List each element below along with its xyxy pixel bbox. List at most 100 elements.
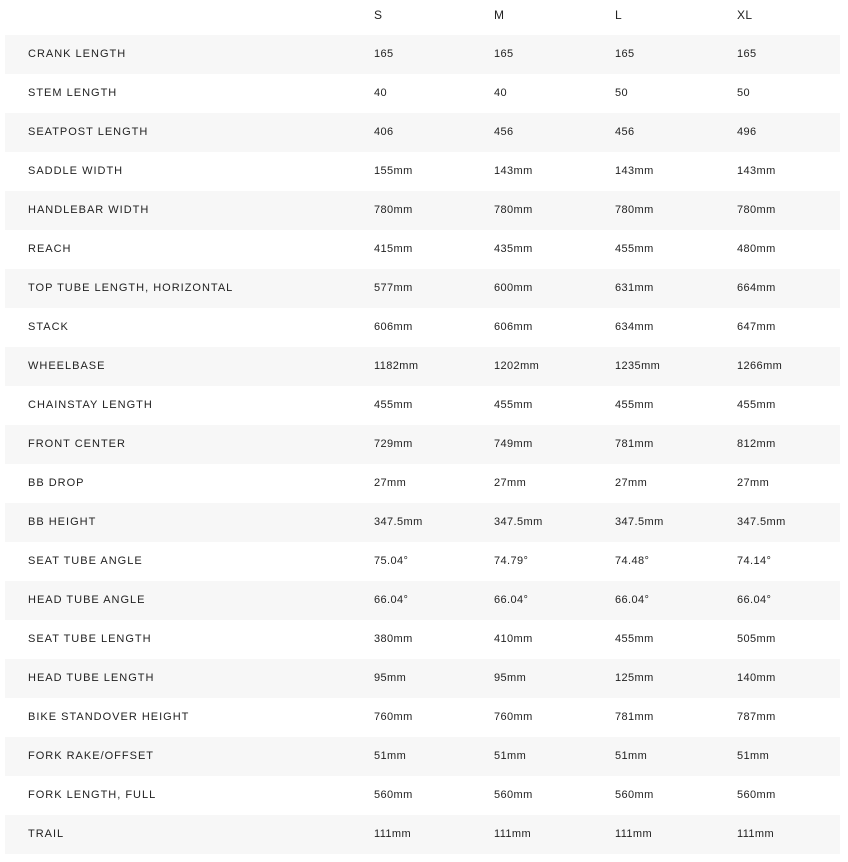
value-cell-s: 415mm (374, 243, 413, 255)
value-cell-l: 631mm (615, 282, 654, 294)
value-cell-l: 50 (615, 87, 629, 99)
row-label: FORK LENGTH, FULL (28, 789, 157, 801)
value-cell-m: 74.79° (494, 555, 529, 567)
value-cell-m: 455mm (494, 399, 533, 411)
value-cell-xl: 111mm (737, 828, 775, 840)
value-cell-xl: 455mm (737, 399, 776, 411)
value-cell-l: 781mm (615, 438, 654, 450)
value-cell-l: 634mm (615, 321, 654, 333)
value-cell-s: 729mm (374, 438, 413, 450)
value-cell-s: 577mm (374, 282, 413, 294)
value-cell-xl: 66.04° (737, 594, 772, 606)
value-cell-m: 410mm (494, 633, 533, 645)
value-cell-l: 560mm (615, 789, 654, 801)
value-cell-xl: 143mm (737, 165, 776, 177)
row-label: CHAINSTAY LENGTH (28, 399, 153, 411)
row-label: FRONT CENTER (28, 438, 126, 450)
row-label: WHEELBASE (28, 360, 106, 372)
row-label: HANDLEBAR WIDTH (28, 204, 150, 216)
value-cell-xl: 27mm (737, 477, 770, 489)
table-row: FORK RAKE/OFFSET 51mm 51mm 51mm 51mm (5, 737, 840, 776)
value-cell-m: 111mm (494, 828, 532, 840)
value-cell-l: 66.04° (615, 594, 650, 606)
value-cell-l: 165 (615, 48, 635, 60)
value-cell-xl: 505mm (737, 633, 776, 645)
value-cell-xl: 1266mm (737, 360, 783, 372)
table-row: SADDLE WIDTH 155mm 143mm 143mm 143mm (5, 152, 840, 191)
row-label: STACK (28, 321, 69, 333)
value-cell-l: 111mm (615, 828, 653, 840)
value-cell-m: 456 (494, 126, 514, 138)
value-cell-s: 760mm (374, 711, 413, 723)
value-cell-l: 125mm (615, 672, 654, 684)
table-row: WHEELBASE 1182mm 1202mm 1235mm 1266mm (5, 347, 840, 386)
row-label: SADDLE WIDTH (28, 165, 124, 177)
value-cell-l: 347.5mm (615, 516, 664, 528)
value-cell-xl: 560mm (737, 789, 776, 801)
table-row: BB HEIGHT 347.5mm 347.5mm 347.5mm 347.5mm (5, 503, 840, 542)
table-row: CHAINSTAY LENGTH 455mm 455mm 455mm 455mm (5, 386, 840, 425)
geometry-table: S M L XL CRANK LENGTH 165 165 165 165 STEM LE… (5, 0, 840, 854)
value-cell-xl: 74.14° (737, 555, 772, 567)
value-cell-l: 780mm (615, 204, 654, 216)
size-header-l: L (615, 8, 623, 22)
value-cell-xl: 664mm (737, 282, 776, 294)
value-cell-s: 111mm (374, 828, 412, 840)
value-cell-m: 95mm (494, 672, 527, 684)
value-cell-s: 1182mm (374, 360, 419, 372)
value-cell-l: 1235mm (615, 360, 661, 372)
table-row: TOP TUBE LENGTH, HORIZONTAL 577mm 600mm 631… (5, 269, 840, 308)
value-cell-l: 51mm (615, 750, 648, 762)
value-cell-s: 75.04° (374, 555, 409, 567)
value-cell-m: 749mm (494, 438, 533, 450)
value-cell-s: 27mm (374, 477, 407, 489)
value-cell-s: 66.04° (374, 594, 409, 606)
value-cell-s: 165 (374, 48, 394, 60)
value-cell-s: 455mm (374, 399, 413, 411)
value-cell-xl: 787mm (737, 711, 776, 723)
value-cell-s: 155mm (374, 165, 413, 177)
value-cell-m: 27mm (494, 477, 527, 489)
value-cell-l: 455mm (615, 243, 654, 255)
value-cell-xl: 647mm (737, 321, 776, 333)
row-label: BB DROP (28, 477, 85, 489)
value-cell-s: 406 (374, 126, 394, 138)
value-cell-s: 606mm (374, 321, 413, 333)
value-cell-s: 780mm (374, 204, 413, 216)
value-cell-xl: 780mm (737, 204, 776, 216)
value-cell-l: 455mm (615, 399, 654, 411)
value-cell-s: 40 (374, 87, 388, 99)
table-row: SEAT TUBE ANGLE 75.04° 74.79° 74.48° 74.14° (5, 542, 840, 581)
size-header-row: S M L XL (5, 0, 840, 35)
value-cell-m: 143mm (494, 165, 533, 177)
value-cell-xl: 496 (737, 126, 757, 138)
row-label: REACH (28, 243, 72, 255)
value-cell-s: 380mm (374, 633, 413, 645)
table-row: CRANK LENGTH 165 165 165 165 (5, 35, 840, 74)
value-cell-xl: 347.5mm (737, 516, 786, 528)
row-label: TRAIL (28, 828, 65, 840)
value-cell-m: 760mm (494, 711, 533, 723)
row-label: SEAT TUBE ANGLE (28, 555, 143, 567)
row-label: CRANK LENGTH (28, 48, 127, 60)
row-label: TOP TUBE LENGTH, HORIZONTAL (28, 282, 234, 294)
row-label: FORK RAKE/OFFSET (28, 750, 155, 762)
value-cell-l: 455mm (615, 633, 654, 645)
value-cell-m: 347.5mm (494, 516, 543, 528)
row-label: BB HEIGHT (28, 516, 97, 528)
table-row: SEAT TUBE LENGTH 380mm 410mm 455mm 505mm (5, 620, 840, 659)
value-cell-m: 51mm (494, 750, 527, 762)
table-row: SEATPOST LENGTH 406 456 456 496 (5, 113, 840, 152)
value-cell-s: 95mm (374, 672, 407, 684)
value-cell-s: 347.5mm (374, 516, 423, 528)
value-cell-m: 435mm (494, 243, 533, 255)
value-cell-s: 560mm (374, 789, 413, 801)
value-cell-xl: 480mm (737, 243, 776, 255)
size-header-m: M (494, 8, 505, 22)
value-cell-xl: 140mm (737, 672, 776, 684)
value-cell-s: 51mm (374, 750, 407, 762)
table-row: REACH 415mm 435mm 455mm 480mm (5, 230, 840, 269)
value-cell-m: 600mm (494, 282, 533, 294)
table-row: BIKE STANDOVER HEIGHT 760mm 760mm 781mm 787m… (5, 698, 840, 737)
value-cell-m: 560mm (494, 789, 533, 801)
